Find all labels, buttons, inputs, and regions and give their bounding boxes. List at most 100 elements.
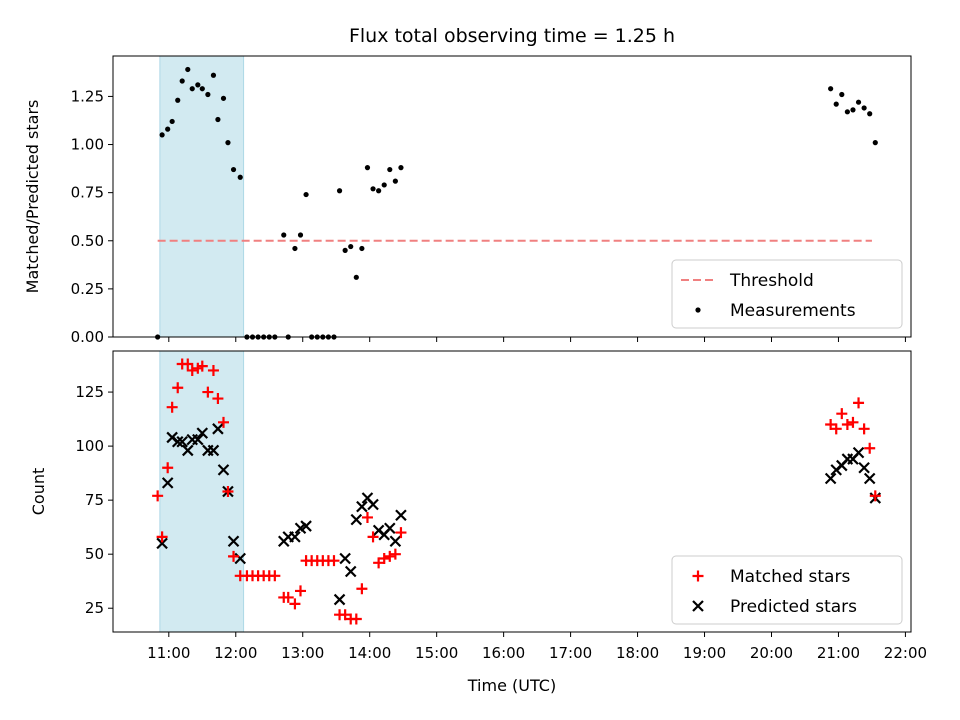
measurement-point (828, 86, 834, 92)
matched-star-point (156, 531, 168, 543)
measurement-point (850, 107, 856, 113)
predicted-star-point (171, 436, 184, 448)
bottom-x-tick-label: 21:00 (817, 644, 860, 662)
bottom-y-tick-label: 25 (85, 599, 104, 617)
matched-star-point (356, 583, 368, 595)
matched-star-point (162, 462, 174, 474)
measurement-point (833, 101, 839, 107)
bottom-legend-label: Predicted stars (730, 597, 857, 617)
predicted-star-point (217, 464, 230, 476)
measurement-point (199, 86, 205, 92)
predicted-star-point (207, 444, 220, 457)
bottom-legend-label: Matched stars (730, 567, 850, 587)
predicted-star-point (858, 461, 870, 474)
top-legend-label: Threshold (729, 271, 814, 291)
predicted-star-point (344, 565, 357, 578)
bottom-x-tick-label: 17:00 (549, 644, 592, 662)
x-axis-label: Time (UTC) (467, 676, 556, 695)
matched-star-point (172, 382, 184, 394)
matched-star-point (373, 557, 385, 569)
matched-star-point (269, 570, 281, 582)
matched-star-point (282, 591, 294, 603)
bottom-x-tick-label: 19:00 (683, 644, 726, 662)
matched-star-point (869, 490, 881, 502)
matched-star-point (830, 423, 842, 435)
bottom-x-tick-label: 20:00 (750, 644, 793, 662)
matched-star-point (222, 486, 234, 497)
matched-star-point (361, 511, 373, 523)
measurement-point (195, 82, 201, 88)
measurement-point (225, 140, 231, 146)
predicted-star-point (192, 433, 204, 446)
matched-star-point (841, 418, 853, 430)
matched-star-point (207, 364, 219, 376)
top-shaded-interval (159, 55, 245, 338)
measurement-point (381, 182, 387, 188)
measurement-point (376, 188, 382, 194)
bottom-x-tick-label: 13:00 (281, 644, 324, 662)
predicted-star-point (161, 477, 174, 489)
matched-star-point (328, 555, 340, 567)
bottom-x-tick-label: 14:00 (348, 644, 391, 662)
legend-measurement-swatch (695, 307, 701, 313)
matched-star-point (339, 609, 351, 621)
predicted-star-point (289, 531, 301, 543)
predicted-star-point (333, 593, 346, 606)
predicted-star-point (156, 537, 168, 550)
matched-star-point (228, 550, 240, 562)
measurement-point (297, 232, 304, 238)
measurement-point (398, 165, 404, 171)
matched-star-point (202, 386, 214, 398)
top-y-axis-label: Matched/Predicted stars (23, 100, 42, 294)
matched-star-point (389, 548, 401, 560)
predicted-star-point (234, 552, 247, 565)
top-plot-frame (112, 55, 912, 338)
predicted-star-point (350, 513, 363, 526)
bottom-y-axis-label: Count (29, 468, 48, 516)
top-y-tick-label: 1.00 (71, 136, 104, 154)
measurement-point (387, 166, 393, 173)
measurement-point (867, 111, 873, 117)
bottom-legend (671, 555, 903, 625)
chart-title: Flux total observing time = 1.25 h (349, 25, 675, 47)
matched-star-point (196, 360, 208, 372)
matched-star-point (367, 531, 379, 543)
measurement-point (220, 95, 227, 101)
measurement-point (159, 132, 165, 138)
predicted-star-point (182, 444, 194, 457)
top-y-tick-label: 1.25 (71, 87, 104, 105)
bottom-x-tick-label: 18:00 (616, 644, 659, 662)
measurement-point (861, 105, 867, 111)
measurement-point (370, 186, 376, 192)
predicted-star-point (212, 423, 224, 435)
matched-star-point (378, 553, 390, 565)
measurement-point (205, 91, 211, 98)
matched-star-point (384, 550, 396, 562)
measurement-point (359, 245, 365, 252)
matched-star-point (395, 527, 407, 539)
bottom-y-tick-label: 50 (85, 545, 104, 563)
matched-star-point (166, 401, 178, 413)
measurement-point (392, 178, 398, 184)
predicted-star-point (356, 500, 368, 513)
measurement-point (165, 126, 171, 132)
matched-star-point (289, 598, 301, 610)
bottom-y-tick-label: 125 (75, 383, 104, 401)
matched-star-point (182, 358, 194, 370)
bottom-x-tick-label: 16:00 (482, 644, 525, 662)
predicted-star-point (384, 522, 396, 535)
measurement-point (348, 243, 354, 250)
predicted-star-point (300, 520, 312, 532)
measurement-point (303, 191, 309, 198)
measurement-point (855, 99, 862, 105)
matched-star-point (858, 423, 870, 435)
bottom-x-tick-label: 22:00 (884, 644, 927, 662)
measurement-point (230, 166, 237, 173)
matched-star-point (853, 397, 865, 409)
matched-star-point (152, 490, 164, 502)
predicted-star-point (367, 498, 379, 511)
matched-star-point (186, 364, 198, 376)
matched-star-point (350, 613, 362, 625)
top-legend-label: Measurements (730, 301, 856, 321)
measurement-point (189, 86, 195, 92)
